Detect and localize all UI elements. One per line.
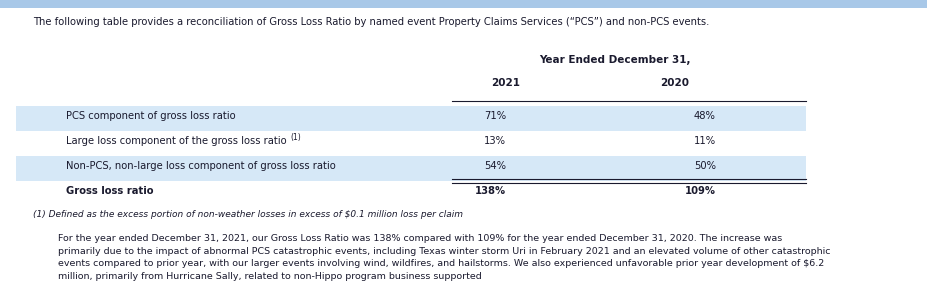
Text: 71%: 71% [484, 111, 506, 121]
Text: 2021: 2021 [491, 78, 520, 89]
Text: 138%: 138% [475, 186, 506, 196]
Text: 48%: 48% [693, 111, 716, 121]
Text: 54%: 54% [484, 161, 506, 171]
Text: PCS component of gross loss ratio: PCS component of gross loss ratio [66, 111, 235, 121]
Text: Large loss component of the gross loss ratio: Large loss component of the gross loss r… [66, 136, 286, 146]
Text: (1): (1) [290, 133, 301, 142]
Text: For the year ended December 31, 2021, our Gross Loss Ratio was 138% compared wit: For the year ended December 31, 2021, ou… [57, 234, 830, 281]
Text: 50%: 50% [693, 161, 716, 171]
Text: 11%: 11% [693, 136, 716, 146]
Text: 13%: 13% [484, 136, 506, 146]
Text: The following table provides a reconciliation of Gross Loss Ratio by named event: The following table provides a reconcili… [32, 17, 709, 27]
FancyBboxPatch shape [17, 106, 806, 131]
Text: 109%: 109% [685, 186, 716, 196]
Text: Non-PCS, non-large loss component of gross loss ratio: Non-PCS, non-large loss component of gro… [66, 161, 336, 171]
Text: Gross loss ratio: Gross loss ratio [66, 186, 153, 196]
Text: (1) Defined as the excess portion of non-weather losses in excess of $0.1 millio: (1) Defined as the excess portion of non… [32, 210, 463, 219]
Text: Year Ended December 31,: Year Ended December 31, [540, 55, 691, 65]
FancyBboxPatch shape [17, 156, 806, 181]
Text: 2020: 2020 [660, 78, 689, 89]
